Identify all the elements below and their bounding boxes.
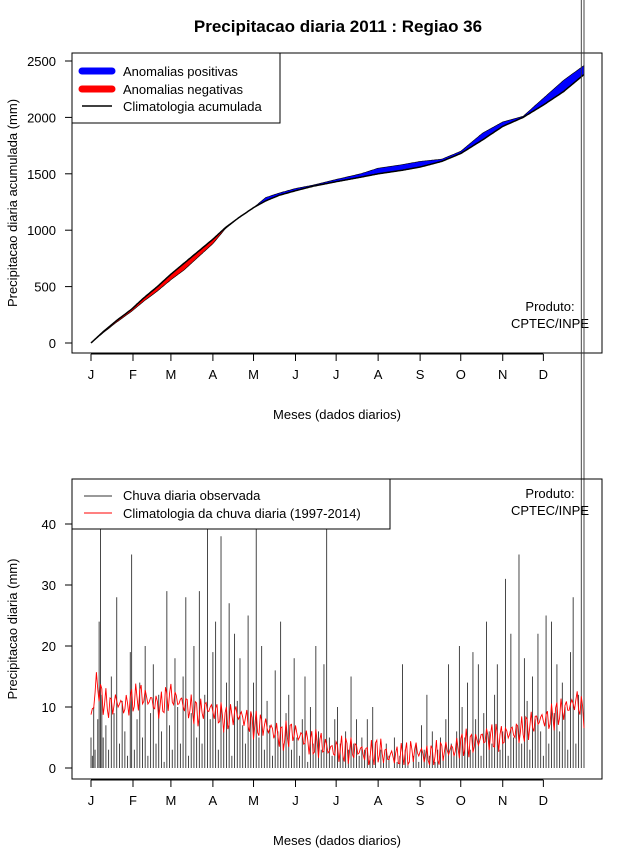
x-tick-label: D: [539, 793, 548, 808]
x-axis-label: Meses (dados diarios): [273, 407, 401, 422]
x-tick-label: O: [456, 793, 466, 808]
legend-label-observed: Chuva diaria observada: [123, 488, 261, 503]
legend-label-climatology: Climatologia da chuva diaria (1997-2014): [123, 506, 361, 521]
cumulative-panel: 0 500 1000 1500 2000 2500 J F M A M J J A S O N D Meses …: [5, 52, 603, 422]
daily-panel: 0 10 20 30 40 J F M A M J J A S O N D Meses (dados diar…: [5, 0, 603, 848]
x-tick-label: F: [129, 793, 137, 808]
y-axis-label: Precipitacao diaria (mm): [5, 559, 20, 700]
daily-marks: [90, 0, 585, 768]
legend-label-positive: Anomalias positivas: [123, 64, 238, 79]
product-source: CPTEC/INPE: [511, 316, 589, 331]
x-tick-label: M: [248, 793, 259, 808]
climatology-daily-line: [90, 672, 585, 767]
positive-anomaly-area: [238, 64, 585, 219]
x-tick-label: J: [292, 367, 299, 382]
x-tick-label: N: [498, 793, 507, 808]
x-tick-label: J: [292, 793, 299, 808]
y-tick-label: 0: [49, 336, 56, 351]
product-label: Produto:: [525, 299, 574, 314]
y-tick-label: 2500: [27, 54, 56, 69]
y-tick-label: 0: [49, 761, 56, 776]
x-tick-label: M: [165, 793, 176, 808]
x-tick-label: J: [88, 367, 95, 382]
x-tick-label: A: [209, 793, 218, 808]
x-tick-label: A: [374, 367, 383, 382]
x-tick-label: F: [129, 367, 137, 382]
x-tick-label: S: [416, 367, 425, 382]
y-axis: 0 500 1000 1500 2000 2500: [27, 54, 73, 351]
x-tick-label: M: [165, 367, 176, 382]
climatology-line: [90, 73, 585, 344]
legend-box: [71, 478, 391, 530]
x-tick-label: S: [416, 793, 425, 808]
x-tick-label: J: [88, 793, 95, 808]
legend: Chuva diaria observada Climatologia da c…: [71, 478, 391, 530]
y-tick-label: 40: [42, 517, 56, 532]
chart-title: Precipitacao diaria 2011 : Regiao 36: [194, 17, 482, 36]
x-axis-label: Meses (dados diarios): [273, 833, 401, 848]
product-source: CPTEC/INPE: [511, 503, 589, 518]
x-tick-label: A: [374, 793, 383, 808]
x-tick-label: N: [498, 367, 507, 382]
legend-label-negative: Anomalias negativas: [123, 82, 243, 97]
y-tick-label: 10: [42, 700, 56, 715]
y-tick-label: 500: [34, 280, 56, 295]
x-tick-label: J: [333, 793, 340, 808]
x-tick-label: O: [456, 367, 466, 382]
x-tick-label: A: [209, 367, 218, 382]
y-axis: 0 10 20 30 40: [42, 517, 73, 776]
y-tick-label: 20: [42, 639, 56, 654]
x-tick-label: J: [333, 367, 340, 382]
y-tick-label: 2000: [27, 110, 56, 125]
product-label: Produto:: [525, 486, 574, 501]
y-tick-label: 1000: [27, 223, 56, 238]
y-tick-label: 1500: [27, 167, 56, 182]
legend-label-climatology: Climatologia acumulada: [123, 99, 263, 114]
y-tick-label: 30: [42, 578, 56, 593]
legend: Anomalias positivas Anomalias negativas …: [71, 52, 281, 124]
x-tick-label: M: [248, 367, 259, 382]
x-tick-label: D: [539, 367, 548, 382]
y-axis-label: Precipitacao diaria acumulada (mm): [5, 99, 20, 307]
